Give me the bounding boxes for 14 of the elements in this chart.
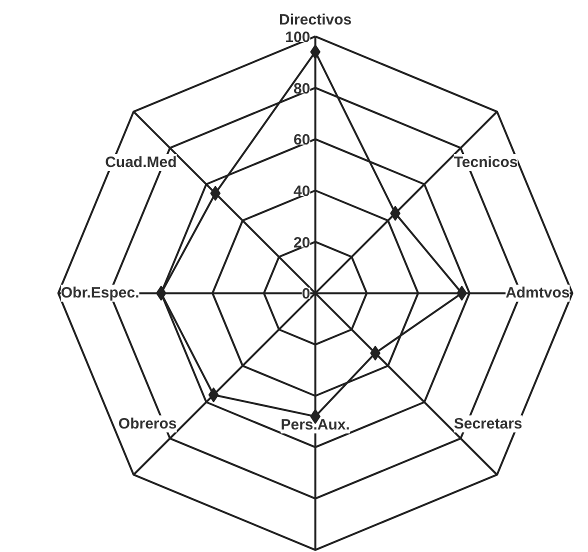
spoke-label: Admtvos — [506, 284, 570, 302]
spoke-label: Secretars — [454, 415, 522, 432]
y-tick-label: 80 — [293, 80, 310, 98]
spoke-label: Cuad.Med — [105, 154, 177, 171]
y-tick-label: 0 — [302, 286, 310, 303]
spoke-label: Tecnicos — [454, 154, 518, 171]
spoke-label: Directivos — [279, 12, 352, 29]
spoke-label: Obreros — [118, 415, 177, 432]
spoke-label: Pers.Aux. — [280, 416, 350, 434]
spoke-label: Obr.Espec. — [60, 284, 140, 302]
y-tick-label: 20 — [293, 234, 310, 252]
y-tick-label: 100 — [285, 28, 310, 46]
y-tick-label: 40 — [293, 182, 310, 200]
y-tick-label: 60 — [293, 132, 310, 149]
